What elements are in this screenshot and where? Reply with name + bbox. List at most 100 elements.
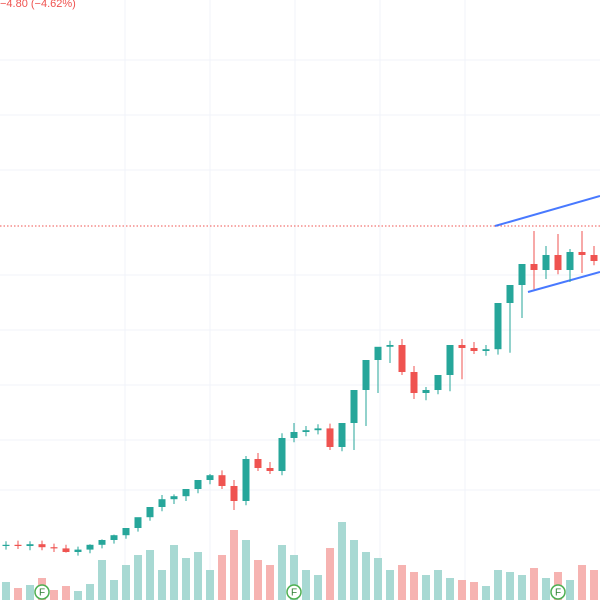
candle-body <box>170 496 178 500</box>
volume-bar <box>362 552 370 600</box>
volume-bar <box>314 575 322 600</box>
event-marker <box>550 584 566 600</box>
candle-body <box>218 475 226 486</box>
change-label: −4.80 (−4.62%) <box>0 0 76 10</box>
volume-bar <box>122 565 130 600</box>
candle-body <box>38 544 46 548</box>
volume-bar <box>14 588 22 600</box>
candle-body <box>470 348 478 351</box>
volume-bar <box>446 578 454 600</box>
volume-bar <box>350 540 358 600</box>
candle-body <box>194 480 202 489</box>
volume-bar <box>494 570 502 600</box>
candle-body <box>590 255 598 261</box>
candle-body <box>350 390 358 423</box>
volume-bar <box>470 582 478 600</box>
candle-body <box>338 423 346 447</box>
event-marker <box>286 584 302 600</box>
volume-bar <box>218 555 226 600</box>
volume-bar <box>458 580 466 600</box>
volume-bar <box>338 522 346 600</box>
candle-body <box>314 428 322 431</box>
candle-body <box>362 360 370 390</box>
candle-layer <box>2 231 598 556</box>
candle-body <box>458 345 466 348</box>
candle-body <box>134 517 142 528</box>
event-label: F <box>39 588 45 599</box>
candle-body <box>410 372 418 393</box>
candle-body <box>86 544 94 550</box>
candle-body <box>242 459 250 501</box>
volume-bar <box>242 540 250 600</box>
candle-body <box>506 285 514 303</box>
candle-body <box>578 252 586 255</box>
candle-body <box>98 540 106 545</box>
volume-bar <box>326 548 334 600</box>
volume-bar <box>386 570 394 600</box>
candle-body <box>518 264 526 285</box>
volume-bar <box>170 545 178 600</box>
candle-body <box>230 486 238 501</box>
candle-body <box>254 459 262 468</box>
volume-bar <box>398 565 406 600</box>
trend-line <box>494 195 600 227</box>
candle-body <box>434 375 442 390</box>
event-label: F <box>291 588 297 599</box>
candle-body <box>446 345 454 375</box>
volume-bar <box>2 582 10 600</box>
candle-body <box>158 499 166 507</box>
candle-body <box>26 544 34 546</box>
event-marker <box>34 584 50 600</box>
trend-line <box>527 271 600 293</box>
volume-bar <box>566 580 574 600</box>
volume-bar <box>578 565 586 600</box>
volume-bar <box>254 560 262 600</box>
candle-body <box>266 468 274 471</box>
volume-bar <box>194 552 202 600</box>
volume-layer <box>2 522 598 600</box>
candle-body <box>206 475 214 480</box>
volume-bar <box>590 570 598 600</box>
candle-body <box>386 345 394 347</box>
candle-body <box>302 430 310 432</box>
volume-bar <box>410 572 418 600</box>
candle-body <box>50 547 58 549</box>
volume-bar <box>62 586 70 600</box>
volume-bar <box>278 545 286 600</box>
candle-body <box>326 428 334 447</box>
candle-body <box>542 255 550 270</box>
volume-bar <box>86 584 94 600</box>
volume-bar <box>506 572 514 600</box>
volume-bar <box>182 558 190 600</box>
candle-body <box>566 252 574 270</box>
volume-bar <box>134 555 142 600</box>
candle-body <box>374 346 382 360</box>
candle-body <box>74 549 82 552</box>
volume-bar <box>74 591 82 600</box>
candle-body <box>110 535 118 540</box>
candle-body <box>422 390 430 393</box>
volume-bar <box>98 560 106 600</box>
volume-bar <box>434 570 442 600</box>
candle-body <box>398 345 406 372</box>
candle-body <box>494 303 502 350</box>
volume-bar <box>422 575 430 600</box>
candle-body <box>182 489 190 497</box>
volume-bar <box>266 565 274 600</box>
volume-bar <box>302 570 310 600</box>
volume-bar <box>374 558 382 600</box>
volume-bar <box>146 550 154 600</box>
volume-bar <box>50 590 58 600</box>
candle-body <box>146 507 154 518</box>
volume-bar <box>482 586 490 600</box>
candle-body <box>122 528 130 536</box>
volume-bar <box>518 575 526 600</box>
volume-bar <box>206 570 214 600</box>
event-label: F <box>555 588 561 599</box>
candle-body <box>554 255 562 270</box>
candle-body <box>14 544 22 546</box>
candle-body <box>62 548 70 552</box>
